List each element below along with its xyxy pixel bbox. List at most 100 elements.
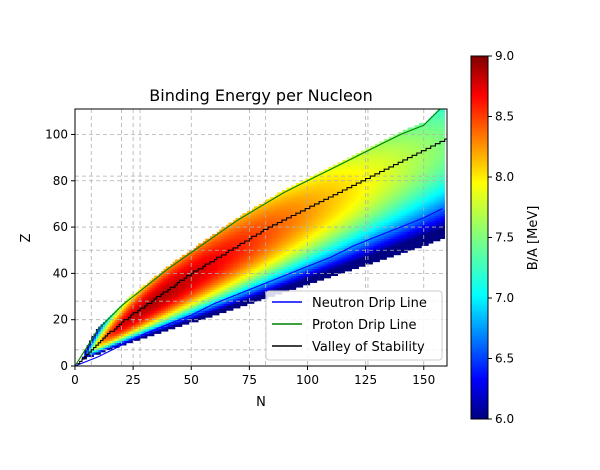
heat-cell xyxy=(235,287,239,290)
heat-cell xyxy=(279,217,283,221)
heat-cell xyxy=(184,319,187,323)
heat-cell xyxy=(184,257,187,260)
heat-cell xyxy=(360,196,364,200)
heat-cell xyxy=(251,268,255,272)
heat-cell xyxy=(384,194,387,198)
heat-cell xyxy=(202,254,206,258)
heat-cell xyxy=(288,220,292,223)
heat-cell xyxy=(221,227,225,230)
heat-cell xyxy=(309,192,313,195)
heat-cell xyxy=(288,199,292,202)
heat-cell xyxy=(195,296,199,300)
heat-cell xyxy=(193,315,197,318)
heat-cell xyxy=(342,180,346,184)
heat-cell xyxy=(402,157,406,161)
heat-cell xyxy=(321,222,325,226)
heat-cell xyxy=(249,278,253,281)
heat-cell xyxy=(172,284,176,288)
heat-cell xyxy=(263,252,266,256)
heat-cell xyxy=(333,268,336,272)
heat-cell xyxy=(237,273,241,277)
heat-cell xyxy=(186,305,190,309)
heat-cell xyxy=(351,238,355,242)
heat-cell xyxy=(328,240,332,244)
heat-cell xyxy=(200,278,204,281)
heat-cell xyxy=(235,278,239,281)
heat-cell xyxy=(302,187,306,191)
heat-cell xyxy=(242,291,246,295)
heat-cell xyxy=(144,294,148,297)
heat-cell xyxy=(295,261,299,265)
heat-cell xyxy=(284,266,287,270)
heat-cell xyxy=(254,229,257,233)
heat-cell xyxy=(235,273,239,277)
heat-cell xyxy=(165,287,169,290)
heat-cell xyxy=(202,284,206,288)
heat-cell xyxy=(316,268,320,272)
heat-cell xyxy=(226,273,229,277)
heat-cell xyxy=(205,278,208,281)
heat-cell xyxy=(168,278,171,281)
heat-cell xyxy=(293,220,297,223)
heat-cell xyxy=(205,310,208,314)
heat-cell xyxy=(337,252,341,256)
heat-cell xyxy=(84,349,87,353)
heat-cell xyxy=(365,173,369,177)
heat-cell xyxy=(240,278,243,281)
heat-cell xyxy=(223,243,227,246)
heat-cell xyxy=(261,284,264,288)
heat-cell xyxy=(221,247,225,251)
heat-cell xyxy=(172,291,176,295)
heat-cell xyxy=(358,166,362,170)
heat-cell xyxy=(295,185,299,189)
heat-cell xyxy=(202,287,206,290)
heat-cell xyxy=(386,240,390,244)
heat-cell xyxy=(330,231,334,235)
heat-cell xyxy=(326,254,329,258)
heat-cell xyxy=(274,236,278,239)
heat-cell xyxy=(284,199,287,202)
heat-cell xyxy=(393,231,397,235)
heat-cell xyxy=(228,254,232,258)
heat-cell xyxy=(261,259,264,263)
heat-cell xyxy=(102,345,106,348)
heat-cell xyxy=(165,282,169,286)
heat-cell xyxy=(249,268,253,272)
heat-cell xyxy=(144,296,148,300)
heat-cell xyxy=(247,294,250,297)
heat-cell xyxy=(263,247,266,251)
heat-cell xyxy=(270,259,273,263)
heat-cell xyxy=(370,257,373,260)
heat-cell xyxy=(330,169,334,172)
heat-cell xyxy=(242,278,246,281)
heat-cell xyxy=(356,264,359,267)
heat-cell xyxy=(333,266,336,270)
heat-cell xyxy=(323,224,327,228)
heat-cell xyxy=(330,234,334,237)
heat-cell xyxy=(316,245,320,249)
heat-cell xyxy=(233,220,236,223)
heat-cell xyxy=(370,222,373,226)
heat-cell xyxy=(388,227,392,230)
heat-cell xyxy=(281,243,285,246)
heat-cell xyxy=(128,305,132,309)
heat-cell xyxy=(186,261,190,265)
heat-cell xyxy=(351,199,355,202)
heat-cell xyxy=(388,157,392,161)
heat-cell xyxy=(393,178,397,182)
heat-cell xyxy=(372,176,376,179)
heat-cell xyxy=(328,252,332,256)
heat-cell xyxy=(258,215,262,219)
heat-cell xyxy=(170,308,173,311)
heat-cell xyxy=(288,273,292,277)
heat-cell xyxy=(226,282,229,286)
heat-cell xyxy=(391,206,394,209)
heat-cell xyxy=(209,247,213,251)
heat-cell xyxy=(358,264,362,267)
heat-cell xyxy=(130,315,134,318)
heat-cell xyxy=(254,289,257,293)
heat-cell xyxy=(109,328,113,332)
heat-cell xyxy=(263,284,266,288)
heat-cell xyxy=(170,303,173,307)
heat-cell xyxy=(351,259,355,263)
